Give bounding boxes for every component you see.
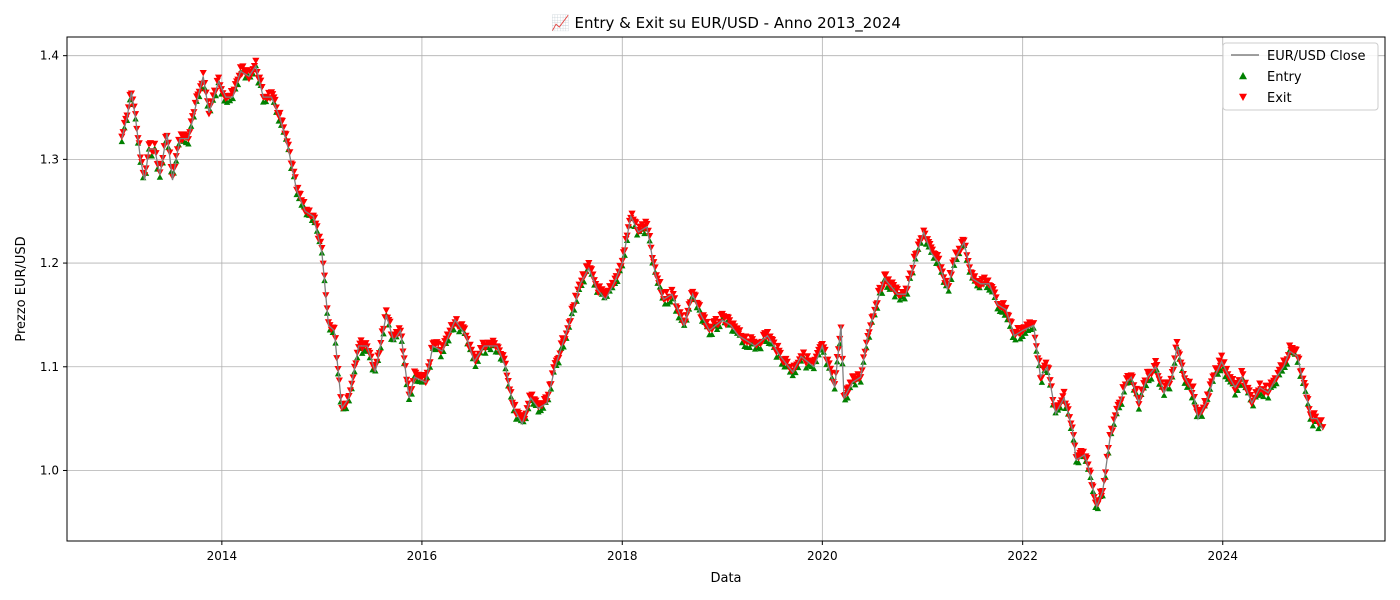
x-tick-label: 2018 bbox=[607, 549, 638, 563]
exit-marker bbox=[118, 57, 1327, 508]
x-tick-label: 2016 bbox=[407, 549, 438, 563]
legend: EUR/USD Close Entry Exit bbox=[1222, 42, 1379, 111]
x-tick-label: 2020 bbox=[807, 549, 838, 563]
y-tick-label: 1.0 bbox=[40, 463, 59, 477]
legend-swatch-exit bbox=[1239, 93, 1247, 101]
x-tick-label: 2022 bbox=[1007, 549, 1038, 563]
legend-label-entry: Entry bbox=[1267, 70, 1302, 85]
y-tick-label: 1.2 bbox=[40, 256, 59, 270]
legend-box bbox=[1222, 42, 1379, 111]
close-price-line bbox=[121, 64, 1324, 510]
plot-frame bbox=[66, 36, 1386, 542]
x-tick-label: 2014 bbox=[207, 549, 238, 563]
exit-markers bbox=[118, 57, 1327, 508]
entry-markers bbox=[118, 62, 1325, 512]
grid-lines bbox=[67, 37, 1385, 541]
y-axis-label: Prezzo EUR/USD bbox=[14, 236, 29, 341]
chart-title: 📈 Entry & Exit su EUR/USD - Anno 2013_20… bbox=[551, 14, 901, 33]
x-axis-label: Data bbox=[710, 571, 741, 586]
x-tick-label: 2024 bbox=[1207, 549, 1238, 563]
series-layer bbox=[118, 57, 1327, 512]
y-tick-label: 1.3 bbox=[40, 152, 59, 166]
entry-marker bbox=[118, 62, 1325, 512]
legend-label-exit: Exit bbox=[1267, 91, 1292, 106]
y-tick-label: 1.1 bbox=[40, 360, 59, 374]
legend-label-close: EUR/USD Close bbox=[1267, 49, 1365, 64]
y-axis: 1.0 1.1 1.2 1.3 1.4 bbox=[40, 49, 67, 477]
x-axis: 2014 2016 2018 2020 2022 2024 bbox=[207, 541, 1238, 563]
y-tick-label: 1.4 bbox=[40, 49, 59, 63]
legend-swatch-entry bbox=[1239, 72, 1247, 80]
